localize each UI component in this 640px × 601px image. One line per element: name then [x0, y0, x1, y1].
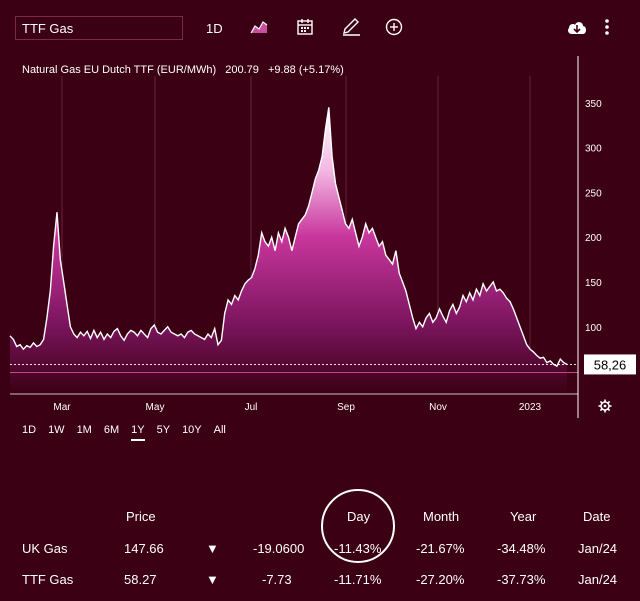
x-tick-label: Jul — [245, 402, 258, 413]
cloud-download-icon[interactable] — [566, 19, 588, 35]
range-1y[interactable]: 1Y — [131, 424, 145, 441]
search-input[interactable] — [15, 16, 183, 40]
row-ttf-gas-month: -27.20% — [416, 572, 465, 587]
row-uk-gas-price: 147.66 — [124, 541, 164, 556]
instrument-last-price: 200.79 — [225, 64, 259, 76]
current-value-box — [584, 354, 636, 375]
header-price: Price — [126, 509, 156, 524]
price-line — [9, 107, 568, 368]
interval-button[interactable]: 1D — [206, 21, 223, 36]
x-tick-label: Sep — [337, 402, 355, 413]
range-5y[interactable]: 5Y — [156, 424, 171, 436]
current-value-label: 58,26 — [594, 357, 627, 372]
row-ttf-gas-year: -37.73% — [497, 572, 546, 587]
row-uk-gas-year: -34.48% — [497, 541, 546, 556]
row-ttf-gas-day: -11.71% — [334, 572, 382, 587]
down-triangle-icon: ▼ — [206, 541, 219, 556]
range-1w[interactable]: 1W — [48, 424, 65, 436]
more-options-icon[interactable] — [604, 18, 610, 36]
row-ttf-gas-name[interactable]: TTF Gas — [22, 572, 74, 587]
range-6m[interactable]: 6M — [103, 424, 120, 436]
x-tick-label: Nov — [429, 402, 447, 413]
y-tick-label: 350 — [585, 99, 602, 110]
x-tick-label: Mar — [53, 402, 71, 413]
row-ttf-gas-change: -7.73 — [262, 572, 292, 587]
row-uk-gas-date: Jan/24 — [578, 541, 618, 556]
settings-gear-icon[interactable] — [598, 399, 612, 413]
day-column-highlight-circle — [321, 489, 395, 563]
price-area — [10, 107, 567, 395]
draw-pencil-icon[interactable] — [341, 18, 361, 36]
chart-type-icon[interactable] — [250, 19, 268, 35]
row-ttf-gas-date: Jan/24 — [578, 572, 618, 587]
instrument-header: Natural Gas EU Dutch TTF (EUR/MWh) 200.7… — [22, 64, 344, 76]
range-all[interactable]: All — [213, 424, 226, 436]
row-uk-gas-name[interactable]: UK Gas — [22, 541, 68, 556]
row-uk-gas-month: -21.67% — [416, 541, 465, 556]
instrument-name: Natural Gas EU Dutch TTF (EUR/MWh) — [22, 64, 217, 76]
range-10y[interactable]: 10Y — [182, 424, 202, 436]
x-tick-label: 2023 — [519, 402, 542, 413]
row-ttf-gas-price: 58.27 — [124, 572, 157, 587]
y-tick-label: 100 — [585, 323, 602, 334]
y-tick-label: 150 — [585, 278, 602, 289]
header-year: Year — [510, 509, 537, 524]
row-uk-gas-change: -19.0600 — [253, 541, 305, 556]
row-uk-gas-day: -11.43% — [334, 541, 382, 556]
y-tick-label: 300 — [585, 144, 602, 155]
range-1d[interactable]: 1D — [22, 424, 37, 436]
header-day: Day — [347, 509, 371, 524]
add-indicator-icon[interactable] — [385, 18, 403, 36]
price-chart[interactable]: 100 150 200 250 300 350 Mar May Jul Sep Nov 2023 58,… — [0, 56, 640, 420]
instrument-change: +9.88 (+5.17%) — [267, 64, 344, 76]
down-triangle-icon: ▼ — [206, 572, 219, 587]
header-date: Date — [583, 509, 611, 524]
y-tick-label: 200 — [585, 233, 602, 244]
y-tick-label: 250 — [585, 188, 602, 199]
header-month: Month — [423, 509, 460, 524]
x-tick-label: May — [146, 402, 165, 413]
range-selector: 1D 1W 1M 6M 1Y 5Y 10Y All — [22, 424, 238, 441]
range-1m[interactable]: 1M — [76, 424, 92, 436]
calendar-icon[interactable] — [296, 18, 314, 36]
